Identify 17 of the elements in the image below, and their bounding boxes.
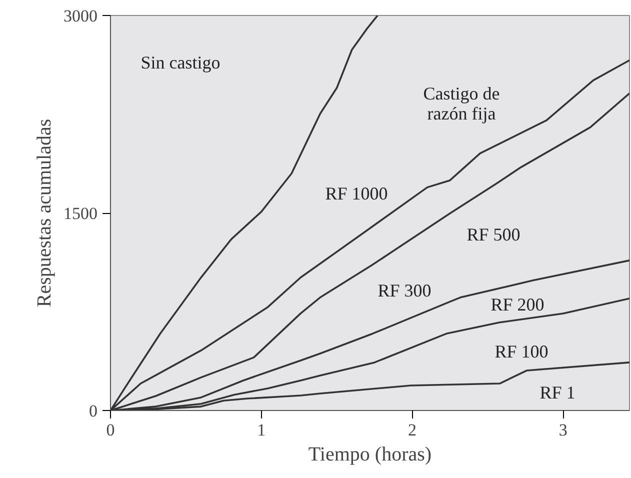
x-axis-title: Tiempo (horas) xyxy=(308,444,432,466)
y-tick-label: 1500 xyxy=(64,204,98,223)
annotation: RF 500 xyxy=(466,224,520,244)
y-tick-label: 3000 xyxy=(64,6,98,26)
annotation: Sin castigo xyxy=(140,52,220,72)
y-axis-title: Respuestas acumuladas xyxy=(34,118,56,308)
annotation: RF 300 xyxy=(378,280,432,300)
x-tick-label: 2 xyxy=(408,420,416,440)
annotation: RF 1 xyxy=(540,382,576,402)
annotation: RF 200 xyxy=(490,294,544,314)
x-tick-label: 0 xyxy=(106,420,115,440)
x-tick-label: 3 xyxy=(558,420,568,440)
annotation: RF 1000 xyxy=(325,184,388,204)
annotation: Castigo de razón fija xyxy=(423,84,500,124)
annotation: RF 100 xyxy=(494,342,548,362)
x-tick-label: 1 xyxy=(257,420,266,440)
y-tick-label: 0 xyxy=(89,402,98,420)
